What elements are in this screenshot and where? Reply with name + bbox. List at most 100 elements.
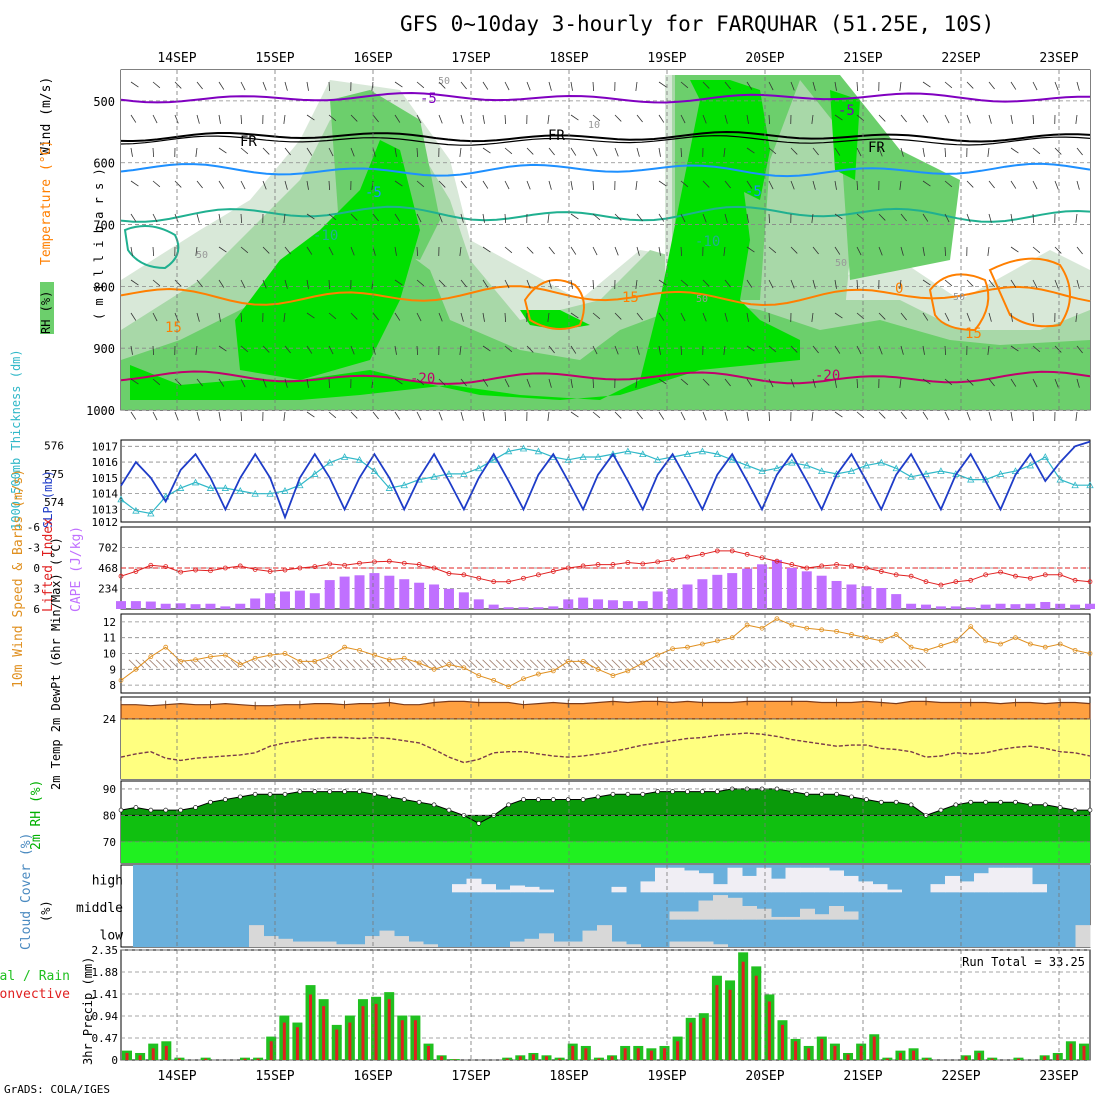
precip-convective-bar	[256, 1058, 260, 1060]
cape-bar	[831, 580, 842, 609]
wind-speed-line-marker	[655, 652, 661, 658]
slp-tick-label: 1016	[92, 456, 119, 469]
rh-shade-region	[235, 140, 420, 380]
cape-axis-label: CAPE (J/kg)	[69, 526, 84, 612]
precip-convective-bar	[335, 1029, 339, 1060]
chart-title: GFS 0~10day 3-hourly for FARQUHAR (51.25…	[400, 12, 995, 36]
cape-bar	[712, 574, 723, 609]
wind-barb	[416, 81, 425, 89]
wind-barb	[526, 279, 531, 289]
wind-speed-line-marker	[357, 647, 362, 653]
wind-barb	[218, 81, 225, 90]
wind-barb	[922, 180, 931, 187]
rh-marker	[387, 794, 392, 800]
wind-barb	[636, 411, 643, 420]
wind-barb	[218, 411, 221, 421]
rh-marker	[342, 789, 347, 794]
wind-barb	[306, 279, 309, 289]
rh-marker	[670, 789, 675, 794]
rh-marker	[789, 789, 795, 794]
rh-marker	[252, 791, 258, 797]
cloud-cover-cell	[1017, 867, 1033, 893]
wind-barb	[922, 312, 929, 321]
cloud-cover-cell	[698, 873, 714, 893]
wind-barb	[548, 147, 555, 156]
surface-wind-barb	[788, 659, 797, 669]
wind-barb	[218, 378, 225, 387]
wind-barb	[482, 246, 491, 253]
cloud-cover-cell	[626, 944, 641, 947]
wind-barb	[130, 279, 139, 286]
lifted-index-line-marker	[849, 563, 854, 569]
rh-tick-label: 80	[103, 809, 116, 822]
temp-tick-label: 24	[103, 713, 117, 726]
wind-barb	[1032, 114, 1035, 125]
cape-bar	[578, 597, 589, 609]
wind-barb	[504, 312, 507, 323]
wind-barb	[834, 213, 843, 220]
slp-line	[120, 440, 1091, 520]
thickness-line-marker	[698, 447, 707, 455]
cape-bar	[757, 564, 768, 609]
wind-barb	[570, 147, 577, 156]
pressure-tick-label: 700	[93, 219, 115, 233]
wind-barb	[988, 180, 995, 189]
wind-barb	[306, 81, 309, 91]
wind-barb	[548, 81, 552, 91]
cloud-cover-cell	[423, 944, 438, 947]
surface-wind-barb	[482, 659, 491, 669]
wind-barb	[811, 213, 814, 223]
rh-marker	[878, 799, 884, 805]
wind-barb	[1076, 279, 1080, 289]
surface-wind-barb	[475, 659, 485, 669]
wind-barb	[1054, 345, 1062, 353]
wind-barb	[218, 279, 225, 288]
wind-barb	[900, 312, 907, 321]
wind-speed-line-marker	[1027, 641, 1033, 647]
cape-bar	[1085, 603, 1095, 609]
lifted-index-line-marker	[625, 560, 631, 565]
pressure-units-label: ( m i l l i b a r s )	[92, 168, 106, 320]
wind-barb	[526, 180, 531, 190]
rh-marker	[536, 797, 541, 802]
surface-wind-barb	[679, 659, 689, 669]
cloud-cover-cell	[785, 867, 801, 893]
cape-bar	[384, 575, 395, 609]
surface-wind-barb	[427, 659, 437, 669]
rh-tick-label: 70	[103, 836, 116, 849]
cloud-cover-cell	[742, 906, 757, 920]
precip-convective-bar	[912, 1050, 916, 1060]
wind-barb	[328, 378, 331, 389]
surface-wind-barb	[393, 659, 403, 669]
surface-wind-barb	[699, 659, 709, 669]
wind-barb	[1010, 345, 1019, 352]
wind-barb	[1075, 213, 1078, 223]
thickness-line-marker	[1086, 481, 1094, 489]
wind-speed-line-marker	[685, 644, 690, 650]
wind-barb	[547, 312, 550, 322]
wind-barb	[504, 147, 513, 155]
surface-wind-barb	[149, 659, 158, 669]
surface-wind-barb	[550, 659, 559, 669]
wind-barb	[394, 411, 401, 420]
surface-wind-barb	[781, 659, 791, 669]
cape-bar	[518, 607, 529, 609]
wind-barb	[768, 81, 774, 91]
wind-barb	[262, 378, 267, 388]
precip-convective-bar	[925, 1058, 929, 1060]
wind-barb	[658, 114, 665, 123]
cape-bar	[876, 587, 887, 609]
wind-barb	[262, 147, 270, 155]
wind-barb	[438, 279, 446, 287]
wind-speed-line-marker	[521, 676, 526, 682]
cape-bar	[354, 575, 365, 609]
li-tick-label: 6	[33, 603, 40, 616]
wind-barb	[152, 411, 158, 421]
precip-convective-bar	[164, 1045, 168, 1060]
cloud-cover-cell	[263, 936, 279, 947]
thickness-line-marker	[460, 470, 468, 477]
lifted-index-line-marker	[804, 565, 810, 571]
lifted-index-line-marker	[1042, 572, 1048, 578]
wind-barb	[966, 81, 974, 89]
